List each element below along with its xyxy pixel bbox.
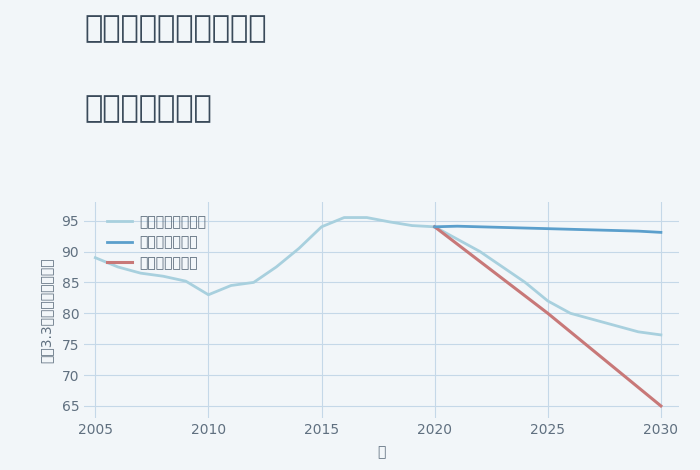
ノーマルシナリオ (521, 280, 529, 285)
X-axis label: 年: 年 (377, 446, 386, 460)
グッドシナリオ (589, 227, 597, 233)
Line: グッドシナリオ: グッドシナリオ (435, 226, 661, 232)
ノーマルシナリオ (113, 264, 122, 270)
ノーマルシナリオ (612, 323, 620, 329)
グッドシナリオ (566, 227, 575, 232)
Line: ノーマルシナリオ: ノーマルシナリオ (95, 218, 661, 335)
ノーマルシナリオ (317, 224, 326, 230)
Text: 土地の価格推移: 土地の価格推移 (84, 94, 211, 123)
グッドシナリオ (430, 224, 439, 230)
ノーマルシナリオ (430, 224, 439, 230)
グッドシナリオ (453, 223, 461, 229)
ノーマルシナリオ (340, 215, 349, 220)
ノーマルシナリオ (91, 255, 99, 260)
バッドシナリオ (430, 224, 439, 230)
グッドシナリオ (657, 229, 665, 235)
ノーマルシナリオ (657, 332, 665, 338)
ノーマルシナリオ (498, 264, 507, 270)
グッドシナリオ (521, 225, 529, 231)
ノーマルシナリオ (453, 236, 461, 242)
ノーマルシナリオ (204, 292, 213, 298)
ノーマルシナリオ (385, 219, 393, 225)
Line: バッドシナリオ: バッドシナリオ (435, 227, 661, 406)
ノーマルシナリオ (408, 223, 416, 228)
グッドシナリオ (612, 227, 620, 233)
ノーマルシナリオ (295, 246, 303, 251)
ノーマルシナリオ (159, 274, 167, 279)
ノーマルシナリオ (476, 249, 484, 254)
ノーマルシナリオ (272, 264, 281, 270)
ノーマルシナリオ (566, 311, 575, 316)
グッドシナリオ (476, 224, 484, 230)
グッドシナリオ (634, 228, 643, 234)
ノーマルシナリオ (363, 215, 371, 220)
バッドシナリオ (657, 403, 665, 409)
グッドシナリオ (498, 225, 507, 230)
Text: 兵庫県西宮市染殿町の: 兵庫県西宮市染殿町の (84, 14, 267, 43)
ノーマルシナリオ (227, 282, 235, 288)
グッドシナリオ (544, 226, 552, 232)
ノーマルシナリオ (249, 280, 258, 285)
ノーマルシナリオ (181, 278, 190, 284)
ノーマルシナリオ (136, 270, 145, 276)
ノーマルシナリオ (544, 298, 552, 304)
Legend: ノーマルシナリオ, グッドシナリオ, バッドシナリオ: ノーマルシナリオ, グッドシナリオ, バッドシナリオ (103, 211, 210, 274)
ノーマルシナリオ (634, 329, 643, 335)
ノーマルシナリオ (589, 317, 597, 322)
Y-axis label: 平（3.3㎡）単価（万円）: 平（3.3㎡）単価（万円） (39, 258, 53, 363)
バッドシナリオ (544, 311, 552, 316)
